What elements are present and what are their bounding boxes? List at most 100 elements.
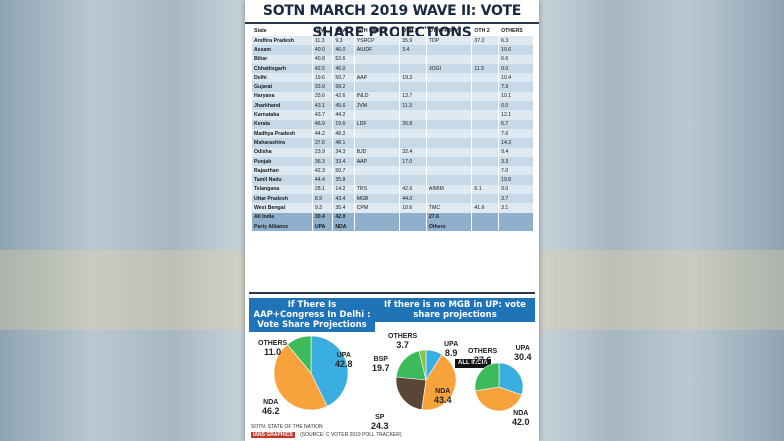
value-cell (471, 175, 499, 185)
value-cell (425, 166, 472, 176)
value-cell (425, 194, 472, 204)
value-cell: MGB (353, 194, 400, 204)
value-cell: TMC (425, 203, 472, 213)
value-cell (471, 73, 499, 83)
value-cell: 6.3 (498, 36, 533, 46)
pie-label-name: OTHERS (468, 348, 498, 355)
column-header: UPA (311, 26, 333, 36)
footer-source: (SOURCE: C VOTER 2019 POLL TRACKER) (300, 432, 402, 438)
up-panel-title: If there is no MGB in UP: vote share pro… (375, 298, 535, 322)
state-cell: Haryana (251, 91, 313, 102)
value-cell (471, 91, 499, 102)
value-cell: 11.3 (311, 36, 333, 46)
table-row: Haryana 33.6 42.6 INLD 13.7 10.1 (251, 91, 533, 102)
value-cell: 7.0 (498, 166, 533, 176)
table-row: Andhra Pradesh 11.3 9.3 YSRCP 35.9 TDP 37.2 6.3 (251, 36, 533, 46)
state-cell: Rajasthan (251, 166, 313, 176)
value-cell: 44.4 (311, 175, 333, 185)
value-cell (471, 138, 499, 148)
table-row: Uttar Pradesh 8.9 43.4 MGB 44.0 3.7 (251, 194, 533, 204)
state-cell: Bihar (251, 54, 313, 64)
value-cell: 9.4 (498, 147, 533, 157)
pie-slice-others (418, 349, 427, 381)
column-header: OTH 2 (471, 26, 499, 36)
state-cell: All India (251, 212, 313, 222)
value-cell (399, 138, 427, 148)
table-row: Maharashtra 37.6 48.1 14.3 (251, 138, 533, 148)
value-cell: 30.4 (311, 212, 333, 222)
value-cell: 28.1 (311, 184, 333, 195)
value-cell: AIMIM (425, 184, 472, 195)
value-cell (399, 175, 427, 185)
table-row: Bihar 40.8 52.6 6.6 (251, 54, 533, 64)
value-cell: 32.4 (399, 147, 427, 157)
value-cell (399, 54, 427, 64)
state-cell: Odisha (251, 147, 313, 157)
value-cell (425, 45, 472, 55)
value-cell (353, 128, 400, 139)
value-cell: 35.8 (332, 175, 355, 185)
state-cell: Telangana (251, 184, 313, 195)
value-cell: 48.2 (332, 128, 355, 139)
value-cell: 19.6 (332, 119, 355, 129)
pie-label-sp: SP 24.3 (371, 414, 389, 431)
pie-label-others: OTHERS 11.0 (258, 340, 287, 357)
state-cell: Jharkhand (251, 101, 313, 111)
state-cell: West Bengal (251, 203, 313, 213)
value-cell: 14.3 (498, 138, 533, 148)
value-cell: UPA (311, 221, 333, 232)
pie-label-others: OTHERS 27.6 (468, 348, 498, 365)
value-cell (471, 119, 499, 129)
value-cell: TDP (425, 36, 472, 46)
value-cell: 13.7 (399, 91, 427, 102)
value-cell (353, 212, 400, 222)
value-cell: 44.0 (399, 194, 427, 204)
value-cell (425, 128, 472, 139)
table-row: Rajasthan 42.3 50.7 7.0 (251, 166, 533, 176)
background-blur-left (0, 250, 245, 330)
value-cell: 50.7 (332, 166, 355, 176)
table-row: Kerala 46.9 19.6 LDF 26.8 6.7 (251, 119, 533, 129)
state-cell: Assam (251, 45, 313, 55)
value-cell: 35.9 (399, 36, 427, 46)
value-cell (353, 63, 400, 74)
value-cell: 41.6 (471, 203, 499, 213)
column-header: OTH PARTY (425, 26, 472, 36)
pie-slice-bsp (395, 350, 427, 381)
value-cell: AAP (353, 73, 400, 83)
section-divider (249, 292, 535, 294)
table-row: Tamil Nadu 44.4 35.8 19.8 (251, 175, 533, 185)
pie-slice-nda (273, 344, 328, 411)
table-row: Telangana 28.1 14.2 TRS 42.6 AIMIM 6.1 9.0 (251, 184, 533, 195)
value-cell: Others (425, 221, 472, 232)
value-cell (498, 221, 533, 232)
pie-label-name: NDA (435, 388, 451, 395)
table-row: Chhattisgarh 42.5 46.0 JOGI 11.5 0.0 (251, 63, 533, 74)
pie-slice-others (474, 362, 500, 392)
value-cell (471, 45, 499, 55)
value-cell: 8.9 (311, 194, 333, 204)
value-cell (471, 101, 499, 111)
table-row: Karnataka 43.7 44.2 12.1 (251, 110, 533, 120)
value-cell: 36.3 (311, 156, 333, 167)
value-cell: 7.6 (498, 128, 533, 139)
value-cell: 23.9 (311, 147, 333, 157)
value-cell: 9.3 (332, 36, 355, 46)
value-cell: 46.0 (332, 45, 355, 55)
pie-label-name: SP (375, 414, 385, 421)
value-cell: CPM (353, 203, 400, 213)
column-header: NDA (332, 26, 355, 36)
value-cell (399, 166, 427, 176)
value-cell: 14.2 (332, 184, 355, 195)
pie-label-value: 42.0 (512, 417, 530, 427)
state-cell: Madhya Pradesh (251, 128, 313, 139)
table-row: Odisha 23.9 34.3 BJD 32.4 9.4 (251, 147, 533, 157)
value-cell: 6.1 (471, 184, 499, 195)
table-row: Punjab 36.3 33.4 AAP 17.0 3.3 (251, 156, 533, 167)
value-cell (425, 175, 472, 185)
pie-label-upa: UPA 30.4 (514, 345, 532, 362)
pie-label-name: NDA (513, 410, 529, 417)
pie-label-value: 3.7 (396, 340, 409, 350)
delhi-panel-title: If There Is AAP+Congress In Delhi : Vote… (249, 298, 375, 332)
up-pie-chart (395, 349, 457, 411)
